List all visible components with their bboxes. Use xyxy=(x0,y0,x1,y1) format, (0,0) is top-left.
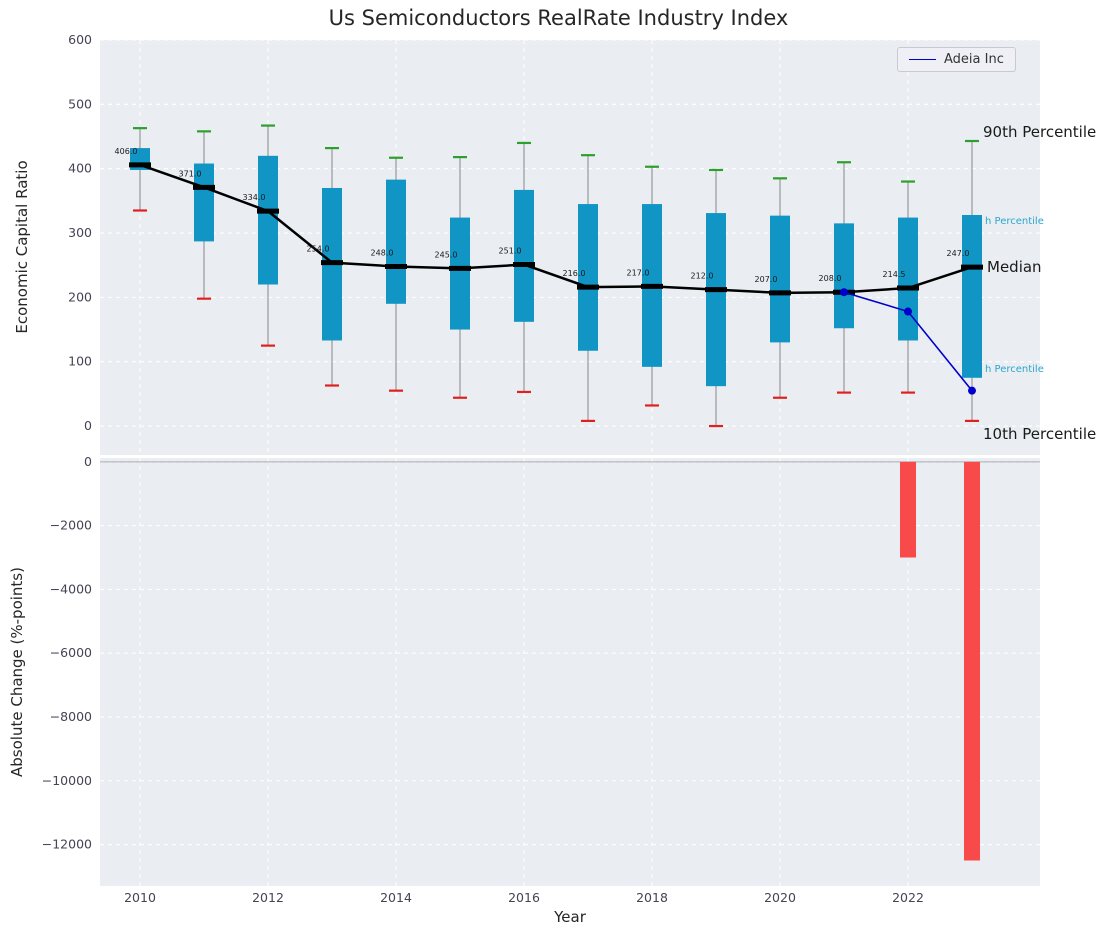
svg-text:248.0: 248.0 xyxy=(371,248,394,257)
iqr-box-2011 xyxy=(194,163,214,242)
svg-text:247.0: 247.0 xyxy=(947,249,970,258)
svg-text:334.0: 334.0 xyxy=(243,193,266,202)
svg-text:0: 0 xyxy=(84,454,92,469)
svg-text:2010: 2010 xyxy=(124,890,156,905)
legend: Adeia Inc xyxy=(897,47,1016,72)
svg-text:207.0: 207.0 xyxy=(755,275,778,284)
x-axis-label: Year xyxy=(554,908,586,926)
annotation-90th-percentile: 90th Percentile xyxy=(983,123,1097,141)
annotation-25th-percentile: h Percentile xyxy=(985,364,1044,375)
adeia-marker-2022 xyxy=(904,307,912,316)
iqr-box-2020 xyxy=(770,215,790,343)
svg-text:2022: 2022 xyxy=(892,890,924,905)
iqr-box-2023 xyxy=(962,215,982,378)
chart-title: Us Semiconductors RealRate Industry Inde… xyxy=(328,6,789,30)
svg-text:2012: 2012 xyxy=(252,890,284,905)
adeia-marker-2021 xyxy=(840,288,848,297)
svg-text:−2000: −2000 xyxy=(50,518,92,533)
annotation-75th-percentile: h Percentile xyxy=(985,216,1044,227)
svg-text:200: 200 xyxy=(68,289,92,304)
iqr-box-2019 xyxy=(706,213,726,387)
iqr-box-2012 xyxy=(258,155,278,285)
svg-text:251.0: 251.0 xyxy=(499,247,522,256)
boxplot-2021 xyxy=(834,161,854,394)
top-panel-bg xyxy=(100,40,1040,455)
svg-text:217.0: 217.0 xyxy=(627,268,650,277)
svg-text:245.0: 245.0 xyxy=(435,250,458,259)
boxplot-2019 xyxy=(706,168,726,428)
top-y-axis-label: Economic Capital Ratio xyxy=(13,160,31,334)
boxplot-2016 xyxy=(514,141,534,394)
svg-text:−12000: −12000 xyxy=(42,837,92,852)
svg-text:300: 300 xyxy=(68,225,92,240)
svg-text:−4000: −4000 xyxy=(50,581,92,596)
svg-text:100: 100 xyxy=(68,354,92,369)
svg-text:406.0: 406.0 xyxy=(115,147,138,156)
annotation-median: Median xyxy=(987,258,1042,276)
svg-text:0: 0 xyxy=(84,418,92,433)
iqr-box-2015 xyxy=(450,217,470,330)
svg-text:208.0: 208.0 xyxy=(819,274,842,283)
svg-text:400: 400 xyxy=(68,161,92,176)
legend-label: Adeia Inc xyxy=(944,52,1004,67)
boxplot-2020 xyxy=(770,177,790,399)
boxplot-2012 xyxy=(258,124,278,347)
svg-text:2018: 2018 xyxy=(636,890,668,905)
svg-text:2014: 2014 xyxy=(380,890,412,905)
svg-text:216.0: 216.0 xyxy=(563,269,586,278)
boxplot-2023 xyxy=(962,139,982,422)
bottom-panel-bg xyxy=(100,458,1040,886)
adeia-marker-2023 xyxy=(968,386,976,395)
svg-text:2016: 2016 xyxy=(508,890,540,905)
change-bar-2022 xyxy=(900,461,916,558)
svg-text:214.5: 214.5 xyxy=(883,270,906,279)
svg-text:371.0: 371.0 xyxy=(179,169,202,178)
boxplot-2014 xyxy=(386,156,406,392)
boxplot-2011 xyxy=(194,130,214,300)
annotation-10th-percentile: 10th Percentile xyxy=(983,425,1097,443)
svg-text:−10000: −10000 xyxy=(42,773,92,788)
iqr-box-2021 xyxy=(834,223,854,329)
change-bar-2023 xyxy=(964,461,980,861)
svg-text:212.0: 212.0 xyxy=(691,272,714,281)
svg-text:254.0: 254.0 xyxy=(307,245,330,254)
iqr-box-2017 xyxy=(578,204,598,351)
bottom-y-axis-label: Absolute Change (%-points) xyxy=(8,567,26,777)
iqr-box-2014 xyxy=(386,179,406,304)
svg-text:−8000: −8000 xyxy=(50,709,92,724)
svg-text:600: 600 xyxy=(68,32,92,47)
svg-text:500: 500 xyxy=(68,96,92,111)
iqr-box-2016 xyxy=(514,189,534,322)
median-value-labels: 406.0 371.0 334.0 254.0 248.0 245.0 251.0 216.0… xyxy=(115,147,970,284)
svg-text:2020: 2020 xyxy=(764,890,796,905)
svg-text:−6000: −6000 xyxy=(50,645,92,660)
tick-labels: 0 100 200 300 400 500 600 0 −2000 −4000 −6000 −8000… xyxy=(42,32,924,905)
boxplot-2015 xyxy=(450,156,470,399)
legend-line-sample-icon xyxy=(909,59,936,60)
